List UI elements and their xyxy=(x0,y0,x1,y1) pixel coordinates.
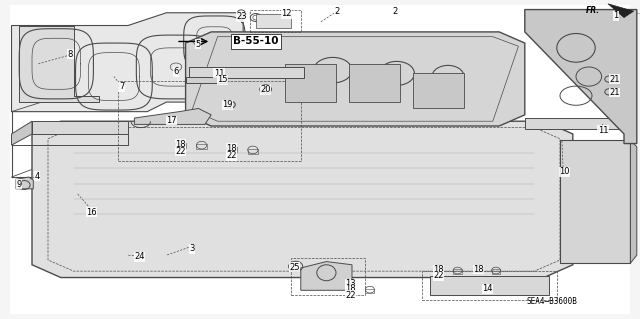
Text: 18: 18 xyxy=(227,144,237,153)
Text: 20: 20 xyxy=(260,85,271,94)
Text: 15: 15 xyxy=(218,75,228,84)
Polygon shape xyxy=(301,262,352,290)
Text: 12: 12 xyxy=(282,9,292,18)
Polygon shape xyxy=(12,13,243,112)
Text: 9: 9 xyxy=(17,180,22,189)
Polygon shape xyxy=(19,26,99,102)
Bar xyxy=(365,288,374,293)
Text: 22: 22 xyxy=(433,271,444,280)
Polygon shape xyxy=(32,121,573,278)
Text: 14: 14 xyxy=(483,284,493,293)
Polygon shape xyxy=(12,121,32,145)
Polygon shape xyxy=(525,10,637,144)
Text: 22: 22 xyxy=(175,147,186,156)
Text: 1: 1 xyxy=(613,11,618,20)
Bar xyxy=(453,269,462,274)
Text: 8: 8 xyxy=(68,50,73,59)
Text: 10: 10 xyxy=(559,167,570,176)
Polygon shape xyxy=(32,121,128,134)
Text: 24: 24 xyxy=(134,252,145,261)
Text: 18: 18 xyxy=(433,265,444,274)
Text: SEA4–B3600B: SEA4–B3600B xyxy=(526,297,577,306)
Text: 21: 21 xyxy=(609,75,620,84)
Text: 21: 21 xyxy=(609,88,620,97)
Text: 18: 18 xyxy=(346,284,356,293)
Text: 5: 5 xyxy=(196,40,201,48)
Text: B-55-10: B-55-10 xyxy=(233,36,279,47)
Polygon shape xyxy=(189,67,304,78)
Bar xyxy=(175,143,186,148)
Text: 3: 3 xyxy=(189,244,195,253)
Text: 11: 11 xyxy=(214,69,224,78)
Text: 18: 18 xyxy=(474,265,484,274)
Bar xyxy=(474,267,483,272)
Text: 13: 13 xyxy=(346,279,356,288)
Bar xyxy=(227,147,237,152)
Bar xyxy=(349,64,400,102)
Text: 17: 17 xyxy=(166,116,177,125)
Text: 11: 11 xyxy=(598,126,608,135)
Polygon shape xyxy=(186,77,227,83)
Polygon shape xyxy=(430,276,549,295)
Bar xyxy=(346,286,355,291)
Text: 25: 25 xyxy=(289,263,300,272)
Polygon shape xyxy=(10,5,630,314)
Text: 2: 2 xyxy=(335,7,340,16)
Polygon shape xyxy=(525,118,630,129)
Bar xyxy=(492,269,500,274)
Polygon shape xyxy=(630,140,637,263)
Polygon shape xyxy=(560,140,630,263)
Text: 18: 18 xyxy=(175,140,186,149)
Text: 16: 16 xyxy=(86,208,97,217)
Bar xyxy=(413,73,464,108)
Text: 7: 7 xyxy=(119,82,124,91)
Text: 4: 4 xyxy=(35,172,40,181)
Bar xyxy=(285,64,336,102)
Polygon shape xyxy=(16,177,33,189)
Text: 22: 22 xyxy=(227,151,237,160)
Text: 6: 6 xyxy=(173,67,179,76)
Text: 23: 23 xyxy=(237,12,247,21)
Bar xyxy=(434,267,443,272)
Text: FR.: FR. xyxy=(586,6,600,15)
Text: 22: 22 xyxy=(346,291,356,300)
Bar xyxy=(196,144,207,149)
Polygon shape xyxy=(186,32,525,126)
Text: 19: 19 xyxy=(222,100,232,109)
Bar xyxy=(248,149,258,154)
Text: 2: 2 xyxy=(392,7,397,16)
Polygon shape xyxy=(134,108,211,124)
Bar xyxy=(256,14,291,28)
Polygon shape xyxy=(608,4,634,18)
